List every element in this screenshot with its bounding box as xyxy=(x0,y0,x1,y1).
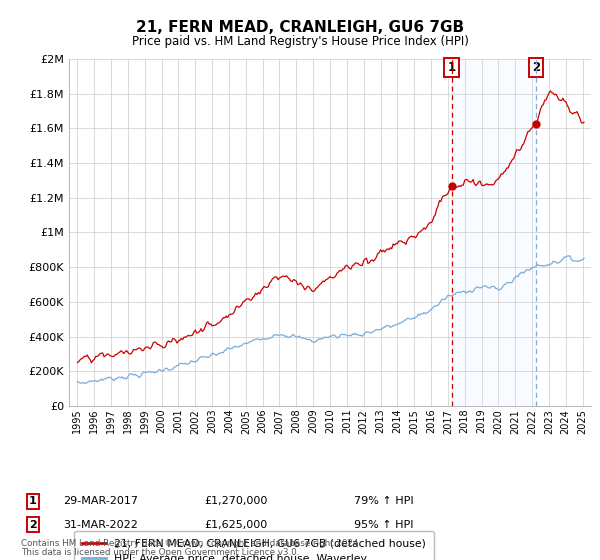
Text: 2: 2 xyxy=(29,520,37,530)
Legend: 21, FERN MEAD, CRANLEIGH, GU6 7GB (detached house), HPI: Average price, detached: 21, FERN MEAD, CRANLEIGH, GU6 7GB (detac… xyxy=(74,531,434,560)
Text: £1,625,000: £1,625,000 xyxy=(204,520,267,530)
Text: 21, FERN MEAD, CRANLEIGH, GU6 7GB: 21, FERN MEAD, CRANLEIGH, GU6 7GB xyxy=(136,20,464,35)
Text: This data is licensed under the Open Government Licence v3.0.: This data is licensed under the Open Gov… xyxy=(21,548,299,557)
Text: £1,270,000: £1,270,000 xyxy=(204,496,268,506)
Text: Contains HM Land Registry data © Crown copyright and database right 2024.: Contains HM Land Registry data © Crown c… xyxy=(21,539,361,548)
Text: 29-MAR-2017: 29-MAR-2017 xyxy=(63,496,138,506)
Text: 1: 1 xyxy=(29,496,37,506)
Text: 31-MAR-2022: 31-MAR-2022 xyxy=(63,520,138,530)
Text: 79% ↑ HPI: 79% ↑ HPI xyxy=(354,496,413,506)
Text: Price paid vs. HM Land Registry's House Price Index (HPI): Price paid vs. HM Land Registry's House … xyxy=(131,35,469,48)
Text: 95% ↑ HPI: 95% ↑ HPI xyxy=(354,520,413,530)
Bar xyxy=(452,59,536,406)
Text: 1: 1 xyxy=(448,61,456,74)
Text: 2: 2 xyxy=(532,61,540,74)
